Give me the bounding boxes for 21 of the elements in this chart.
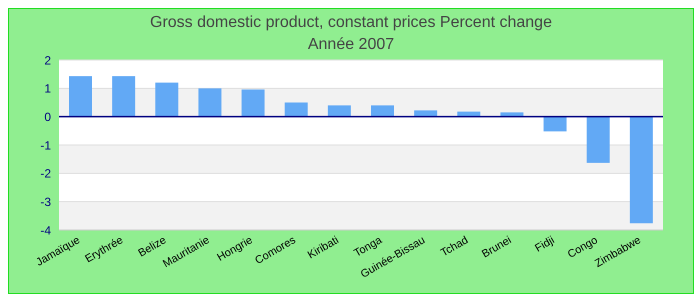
y-tick-label: -4 [40, 223, 52, 238]
y-tick-label: -3 [40, 194, 52, 209]
chart-title: Gross domestic product, constant prices Percent change [149, 13, 553, 33]
bar [198, 88, 222, 117]
y-tick-label: -1 [40, 138, 52, 152]
y-tick-label: -2 [40, 166, 52, 181]
bar [242, 89, 265, 117]
chart-subtitle: Année 2007 [308, 36, 394, 53]
bar [586, 116, 610, 163]
bar [284, 102, 308, 117]
y-tick-label: 2 [44, 53, 52, 68]
bar [630, 116, 653, 224]
bar [544, 116, 567, 132]
bar [112, 76, 136, 117]
bar [371, 105, 394, 117]
y-tick-label: 0 [44, 110, 52, 124]
bar [328, 105, 351, 117]
y-tick-label: 1 [44, 82, 52, 96]
bar [155, 82, 178, 117]
x-tick-label: Fidji [533, 234, 557, 255]
bar [69, 76, 92, 117]
